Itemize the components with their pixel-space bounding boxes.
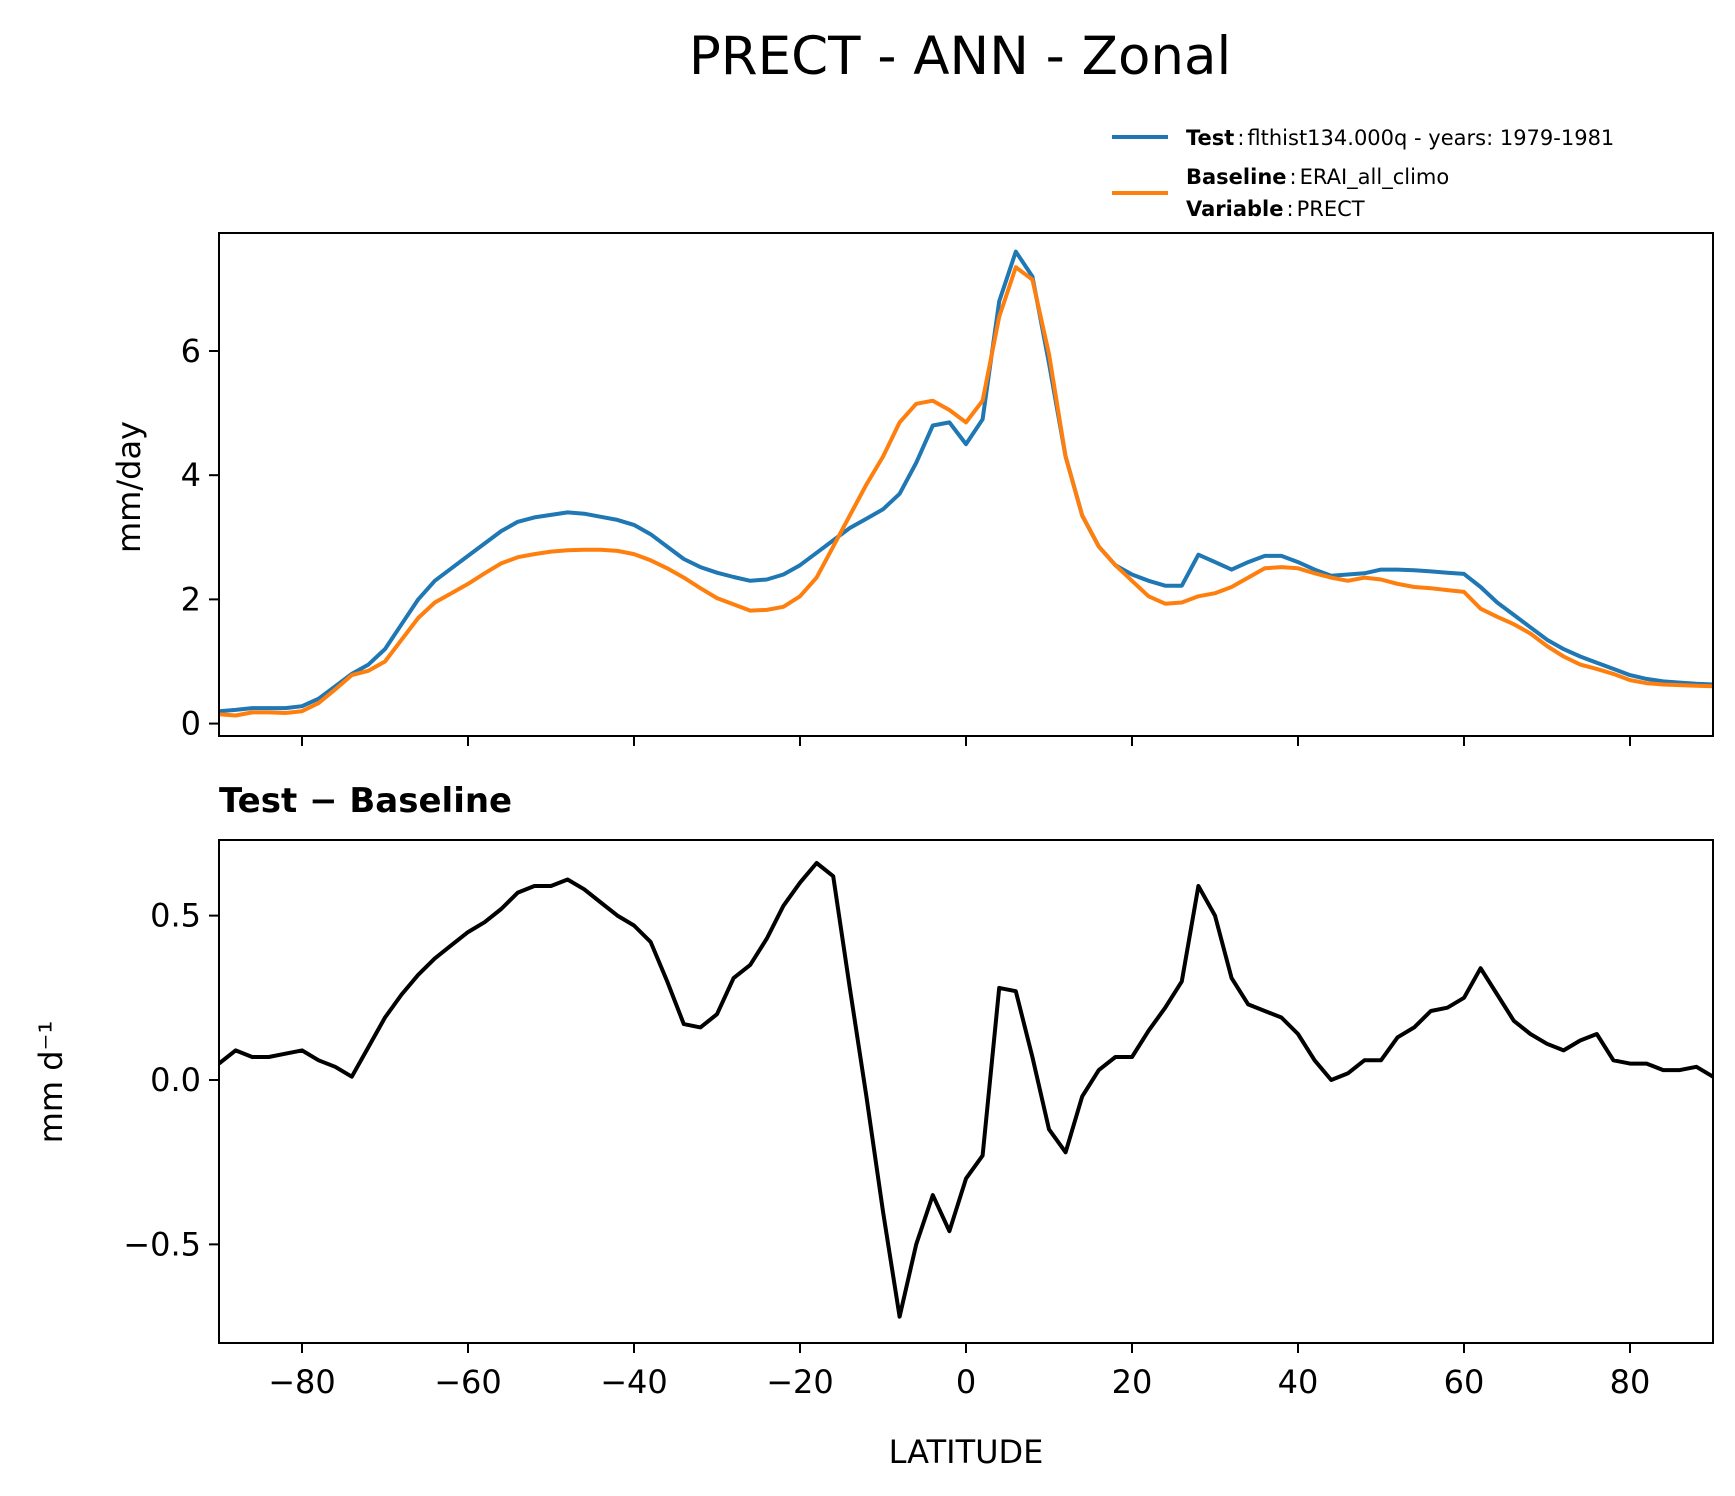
- top-ytick-label: 4: [181, 456, 201, 494]
- legend-baseline-text: Baseline: ERAI_all_climo: [1186, 165, 1449, 190]
- legend-baseline-key: Baseline: [1186, 165, 1287, 189]
- top-y-axis: 0 2 4 6: [181, 332, 219, 743]
- legend-variable-text: Variable: PRECT: [1186, 197, 1365, 221]
- bottom-ylabel-text: mm d⁻¹: [32, 1021, 70, 1144]
- difference-panel: Test − Baseline mm d⁻¹ 0.5 0.0 −0.5 −80 −60…: [32, 781, 1714, 1471]
- bottom-ytick-label: −0.5: [123, 1225, 201, 1263]
- bottom-xtick-label: −60: [434, 1363, 502, 1401]
- top-ytick-label: 2: [181, 580, 201, 618]
- legend-variable-sep: :: [1286, 197, 1293, 221]
- top-series-test-line: [219, 249, 1713, 714]
- zonal-mean-panel: mm/day 0 2 4 6: [110, 232, 1714, 746]
- legend-test-sep: :: [1237, 126, 1244, 150]
- legend-test-text: Test: flthist134.000q - years: 1979-1981: [1186, 126, 1614, 150]
- top-series-group: [219, 249, 1713, 718]
- bottom-ylabel: mm d⁻¹: [32, 1021, 70, 1144]
- bottom-axes-frame: [218, 839, 1714, 1344]
- top-ytick-label: 6: [181, 332, 201, 370]
- bottom-xtick-label: 80: [1610, 1363, 1651, 1401]
- top-ytick-label: 0: [181, 705, 201, 743]
- bottom-xtick-label: 20: [1112, 1363, 1153, 1401]
- legend-variable-value: PRECT: [1297, 197, 1365, 221]
- bottom-series-difference-line: [219, 861, 1713, 1319]
- bottom-ytick-label: 0.0: [150, 1061, 201, 1099]
- bottom-xtick-label: −40: [600, 1363, 668, 1401]
- bottom-ytick-label: 0.5: [150, 897, 201, 935]
- legend-baseline-sep: :: [1290, 165, 1297, 189]
- bottom-x-axis: −80 −60 −40 −20 0 20 40 60 80: [268, 1343, 1650, 1401]
- bottom-xtick-label: −80: [268, 1363, 336, 1401]
- figure-title: PRECT - ANN - Zonal: [689, 26, 1231, 87]
- top-series-baseline-line: [219, 265, 1713, 718]
- bottom-xlabel: LATITUDE: [889, 1433, 1044, 1471]
- top-axes-frame: [218, 232, 1714, 737]
- bottom-xtick-label: 0: [956, 1363, 976, 1401]
- legend-test-key: Test: [1186, 126, 1234, 150]
- bottom-xtick-label: 60: [1444, 1363, 1485, 1401]
- top-ylabel: mm/day: [110, 421, 148, 553]
- bottom-y-axis: 0.5 0.0 −0.5: [123, 897, 219, 1263]
- legend-variable-key: Variable: [1186, 197, 1283, 221]
- bottom-xtick-label: 40: [1278, 1363, 1319, 1401]
- bottom-xtick-label: −20: [766, 1363, 834, 1401]
- bottom-panel-title: Test − Baseline: [219, 781, 512, 821]
- legend: Test: flthist134.000q - years: 1979-1981 …: [1112, 126, 1614, 221]
- legend-baseline-value: ERAI_all_climo: [1300, 165, 1450, 190]
- top-x-axis: [301, 736, 1631, 746]
- bottom-series-group: [219, 861, 1713, 1319]
- legend-test-value: flthist134.000q - years: 1979-1981: [1247, 126, 1614, 150]
